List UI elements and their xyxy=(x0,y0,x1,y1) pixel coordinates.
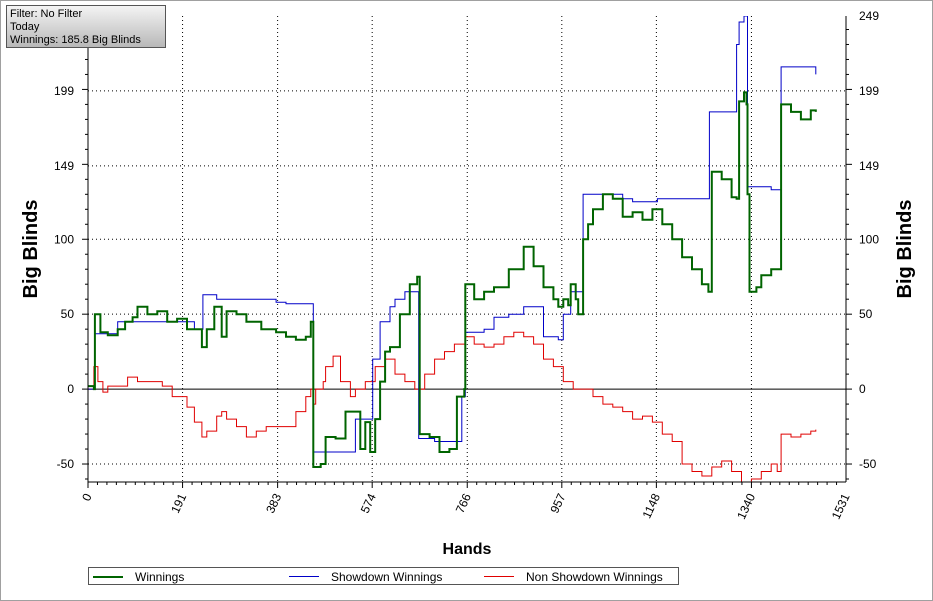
series-line-showdown-winnings xyxy=(88,16,817,453)
y-tick-label-right: 0 xyxy=(859,382,866,396)
y-tick-label-right: 249 xyxy=(859,9,879,23)
y-axis-title-right: Big Blinds xyxy=(894,200,916,299)
chart-legend: Winnings Showdown Winnings Non Showdown … xyxy=(88,567,679,585)
x-tick-label: 191 xyxy=(168,491,189,515)
winnings-summary: Winnings: 185.8 Big Blinds xyxy=(10,34,141,46)
y-tick-label-left: 100 xyxy=(54,232,74,246)
x-tick-label: 957 xyxy=(547,491,568,515)
y-tick-label-right: 100 xyxy=(859,232,879,246)
period-label: Today xyxy=(10,21,40,33)
legend-item-winnings: Winnings xyxy=(93,569,184,584)
legend-swatch-non-showdown xyxy=(484,576,514,577)
y-tick-label-left: 0 xyxy=(67,382,74,396)
x-tick-label: 574 xyxy=(358,491,379,515)
y-tick-label-right: 199 xyxy=(859,84,879,98)
x-tick-label: 1340 xyxy=(734,491,758,521)
legend-swatch-showdown xyxy=(289,576,319,577)
legend-swatch-winnings xyxy=(93,575,123,578)
y-tick-label-right: 149 xyxy=(859,159,879,173)
x-axis-title: Hands xyxy=(443,541,492,558)
legend-label-winnings: Winnings xyxy=(135,569,185,584)
legend-label-showdown: Showdown Winnings xyxy=(331,569,443,584)
series-line-winnings xyxy=(88,91,817,468)
filter-info-box: Filter: No Filter Today Winnings: 185.8 … xyxy=(6,5,166,48)
legend-item-non-showdown: Non Showdown Winnings xyxy=(484,569,663,584)
y-tick-label-left: -50 xyxy=(57,457,75,471)
x-tick-label: 0 xyxy=(79,491,95,503)
y-axis-title-left: Big Blinds xyxy=(20,200,42,299)
legend-item-showdown: Showdown Winnings xyxy=(289,569,442,584)
x-tick-label: 1148 xyxy=(639,491,663,521)
y-tick-label-left: 149 xyxy=(54,159,74,173)
y-tick-label-right: 50 xyxy=(859,307,873,321)
y-tick-label-left: 50 xyxy=(61,307,75,321)
y-tick-label-left: 199 xyxy=(54,84,74,98)
x-tick-label: 1531 xyxy=(829,491,853,521)
legend-label-non-showdown: Non Showdown Winnings xyxy=(526,569,663,584)
filter-label: Filter: No Filter xyxy=(10,8,83,20)
x-tick-label: 383 xyxy=(263,491,284,515)
y-tick-label-right: -50 xyxy=(859,457,877,471)
series-line-non-showdown-winnings xyxy=(88,331,817,482)
x-tick-label: 766 xyxy=(453,491,474,515)
